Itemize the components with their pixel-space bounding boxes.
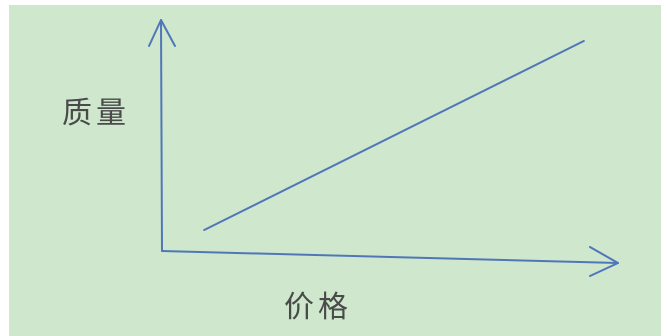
white-border-right [661, 0, 667, 336]
x-axis-arrowhead [589, 246, 619, 277]
series-line-1 [203, 40, 585, 231]
series-layer [203, 40, 585, 231]
y-axis-line [160, 19, 163, 252]
y-axis-label: 质量 [62, 96, 130, 131]
white-border-left [0, 0, 9, 336]
y-axis-arrowhead [148, 19, 176, 47]
x-axis-line [161, 250, 619, 264]
white-border-top [0, 0, 667, 5]
x-axis-label: 价格 [284, 290, 352, 325]
